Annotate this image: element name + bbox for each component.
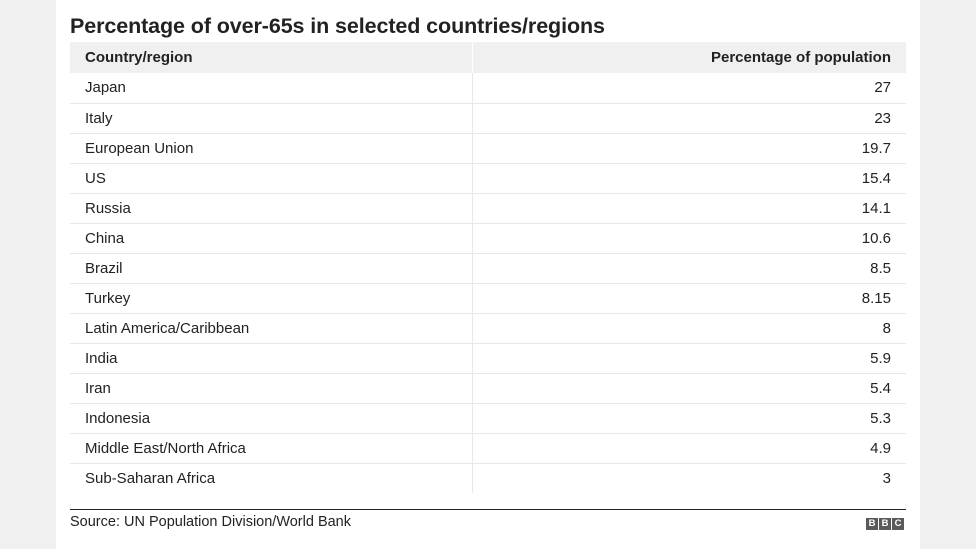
- table-row: European Union 19.7: [70, 133, 906, 164]
- percentage-cell: 5.9: [472, 343, 906, 374]
- region-cell: Russia: [70, 193, 473, 224]
- region-cell: Brazil: [70, 253, 473, 284]
- column-header-percentage: Percentage of population: [710, 49, 891, 66]
- region-cell: Turkey: [70, 283, 473, 314]
- percentage-cell: 27: [472, 73, 906, 104]
- bbc-logo-letter: B: [866, 518, 878, 530]
- table-row: Turkey 8.15: [70, 283, 906, 314]
- region-cell: Indonesia: [70, 403, 473, 434]
- table-row: Russia 14.1: [70, 193, 906, 224]
- percentage-cell: 8.15: [472, 283, 906, 314]
- chart-card: Percentage of over-65s in selected count…: [56, 0, 920, 549]
- region-cell: Italy: [70, 103, 473, 134]
- region-cell: Latin America/Caribbean: [70, 313, 473, 344]
- percentage-cell: 15.4: [472, 163, 906, 194]
- data-table: Country/region Percentage of population …: [70, 42, 906, 493]
- bbc-logo-letter: C: [892, 518, 904, 530]
- region-cell: US: [70, 163, 473, 194]
- region-cell: Japan: [70, 73, 473, 104]
- percentage-cell: 5.4: [472, 373, 906, 404]
- region-cell: European Union: [70, 133, 473, 164]
- percentage-cell: 23: [472, 103, 906, 134]
- source-note: Source: UN Population Division/World Ban…: [70, 514, 352, 530]
- table-row: US 15.4: [70, 163, 906, 194]
- percentage-cell: 14.1: [472, 193, 906, 224]
- bbc-logo-letter: B: [879, 518, 891, 530]
- percentage-cell: 8.5: [472, 253, 906, 284]
- table-row: Italy 23: [70, 103, 906, 134]
- table-body: Japan 27 Italy 23 European Union 19.7 US 15.4 Ru…: [70, 73, 906, 493]
- table-row: China 10.6: [70, 223, 906, 254]
- percentage-cell: 19.7: [472, 133, 906, 164]
- table-row: India 5.9: [70, 343, 906, 374]
- table-row: Japan 27: [70, 73, 906, 104]
- region-cell: China: [70, 223, 473, 254]
- table-header-row: Country/region Percentage of population: [70, 42, 906, 73]
- percentage-cell: 8: [472, 313, 906, 344]
- chart-title: Percentage of over-65s in selected count…: [70, 14, 605, 38]
- percentage-cell: 5.3: [472, 403, 906, 434]
- region-cell: Sub-Saharan Africa: [70, 463, 473, 493]
- region-cell: India: [70, 343, 473, 374]
- percentage-cell: 4.9: [472, 433, 906, 464]
- table-row: Sub-Saharan Africa 3: [70, 463, 906, 493]
- percentage-cell: 3: [882, 469, 891, 487]
- bbc-logo: B B C: [866, 518, 904, 530]
- footer-rule: [70, 509, 906, 510]
- region-cell: Iran: [70, 373, 473, 404]
- table-row: Latin America/Caribbean 8: [70, 313, 906, 344]
- column-header-region: Country/region: [70, 42, 473, 73]
- table-row: Middle East/North Africa 4.9: [70, 433, 906, 464]
- table-row: Brazil 8.5: [70, 253, 906, 284]
- table-row: Indonesia 5.3: [70, 403, 906, 434]
- table-row: Iran 5.4: [70, 373, 906, 404]
- region-cell: Middle East/North Africa: [70, 433, 473, 464]
- percentage-cell: 10.6: [472, 223, 906, 254]
